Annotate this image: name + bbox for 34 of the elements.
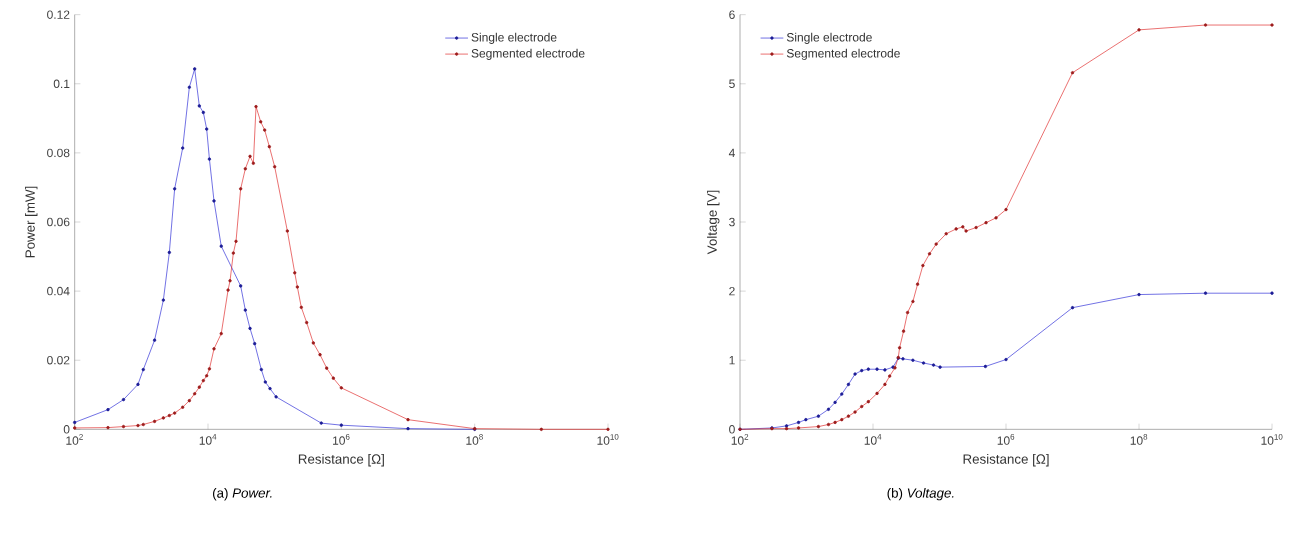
- y-tick-label: 0: [729, 425, 735, 434]
- x-tick-label: 10$^{10}$: [597, 434, 619, 445]
- x-tick-label: 10$^{8}$: [1130, 434, 1148, 445]
- y-tick-label: 1: [729, 356, 735, 365]
- y-tick-label: 0.12: [47, 10, 70, 19]
- x-tick-label: 10$^{2}$: [66, 434, 83, 445]
- legend-label: Single electrode: [471, 32, 557, 44]
- y-tick-label: 6: [729, 10, 735, 19]
- legend-label: Single electrode: [786, 32, 872, 44]
- y-tick-label: 0.04: [47, 286, 70, 296]
- text: (a) Power.: [213, 487, 272, 501]
- y-axis-title: Voltage [V]: [707, 190, 720, 255]
- legend-label: Segmented electrode: [786, 48, 900, 60]
- legend-label: Segmented electrode: [471, 48, 585, 60]
- x-axis-title: Resistance [Ω]: [298, 454, 384, 467]
- y-tick-label: 0: [63, 425, 70, 434]
- x-tick-label: 10$^{6}$: [333, 434, 350, 445]
- x-tick-label: 10$^{4}$: [199, 434, 217, 445]
- y-tick-label: 0.1: [53, 79, 70, 89]
- y-tick-label: 3: [729, 217, 735, 227]
- y-axis-title: Power [mW]: [25, 186, 38, 258]
- x-tick-label: 10$^{10}$: [1261, 434, 1283, 445]
- x-axis-title: Resistance [Ω]: [963, 454, 1049, 467]
- y-tick-label: 0.06: [47, 217, 70, 227]
- y-tick-label: 0.08: [47, 148, 70, 158]
- x-tick-label: 10$^{8}$: [466, 434, 483, 445]
- y-tick-label: 2: [729, 286, 735, 296]
- x-tick-label: 10$^{2}$: [731, 434, 749, 445]
- y-tick-label: 5: [729, 79, 735, 88]
- text: (b) Voltage.: [887, 487, 954, 501]
- y-tick-label: 4: [728, 148, 735, 158]
- x-tick-label: 10$^{6}$: [997, 434, 1015, 445]
- y-tick-label: 0.02: [47, 355, 70, 365]
- x-tick-label: 10$^{4}$: [864, 434, 882, 445]
